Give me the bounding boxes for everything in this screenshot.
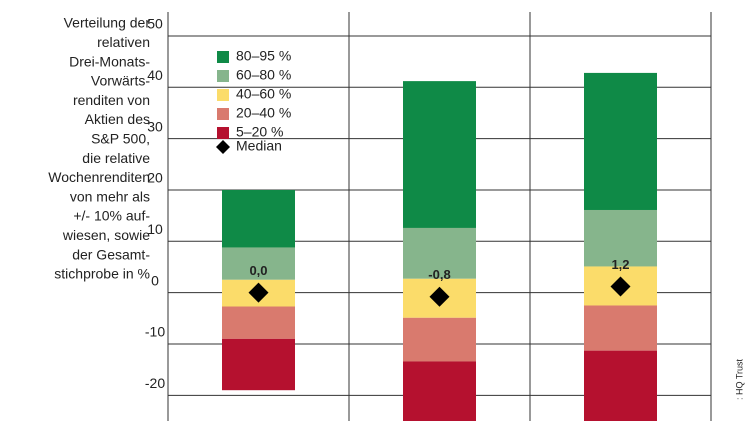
bar-segment [403,317,476,362]
source: : HQ Trust [734,358,744,400]
y-tick-label: -20 [145,375,165,391]
y-tick-label: 30 [147,118,163,134]
bar-segment [584,305,657,351]
y-axis-label: +/- 10% auf- [73,208,150,224]
y-axis-label: Wochenrenditen [48,169,150,185]
legend-label: 60–80 % [236,67,291,83]
y-tick-label: 50 [147,16,163,32]
bar-segment [403,361,476,421]
y-tick-label: -10 [145,324,165,340]
y-axis-label: renditen von [73,92,150,108]
y-axis-label: wiesen, sowie [62,227,150,243]
y-axis-label: relativen [97,34,150,50]
y-tick-label: 10 [147,221,163,237]
y-axis-label: stichprobe in % [54,266,150,282]
y-axis-label: die relative [82,150,150,166]
legend-label: 20–40 % [236,105,291,121]
legend-label: 5–20 % [236,124,283,140]
median-label: -0,8 [428,267,450,282]
legend-label: 80–95 % [236,48,291,64]
y-tick-label: 40 [147,67,163,83]
bar-segment [222,189,295,248]
median-label: 1,2 [611,257,629,272]
legend-swatch [217,51,229,63]
median-label: 0,0 [249,263,267,278]
y-axis-label: Aktien des [85,111,150,127]
y-axis-label: Drei-Monats- [69,53,150,69]
y-axis-label: Vorwärts- [91,73,150,89]
legend-swatch [216,140,230,154]
median-marker [429,286,450,307]
y-axis-label: Verteilung der [64,15,151,31]
y-tick-label: 20 [147,170,163,186]
legend-label: Median [236,138,282,154]
bar-segment [403,227,476,279]
y-axis-label: S&P 500, [91,131,150,147]
legend-swatch [217,89,229,101]
y-tick-label: 0 [151,272,159,288]
median-marker [248,282,269,303]
bar-segment [584,72,657,210]
y-axis-label: von mehr als [70,188,150,204]
legend-swatch [217,70,229,82]
bar-segment [222,338,295,391]
y-axis-label: der Gesamt- [72,246,150,262]
bar-segment [222,247,295,280]
bar-segment [403,81,476,228]
bar-segment [222,306,295,339]
legend-swatch [217,127,229,139]
median-marker [610,276,631,297]
bar-segment [584,350,657,421]
legend-swatch [217,108,229,120]
bar-segment [584,209,657,267]
legend-label: 40–60 % [236,86,291,102]
